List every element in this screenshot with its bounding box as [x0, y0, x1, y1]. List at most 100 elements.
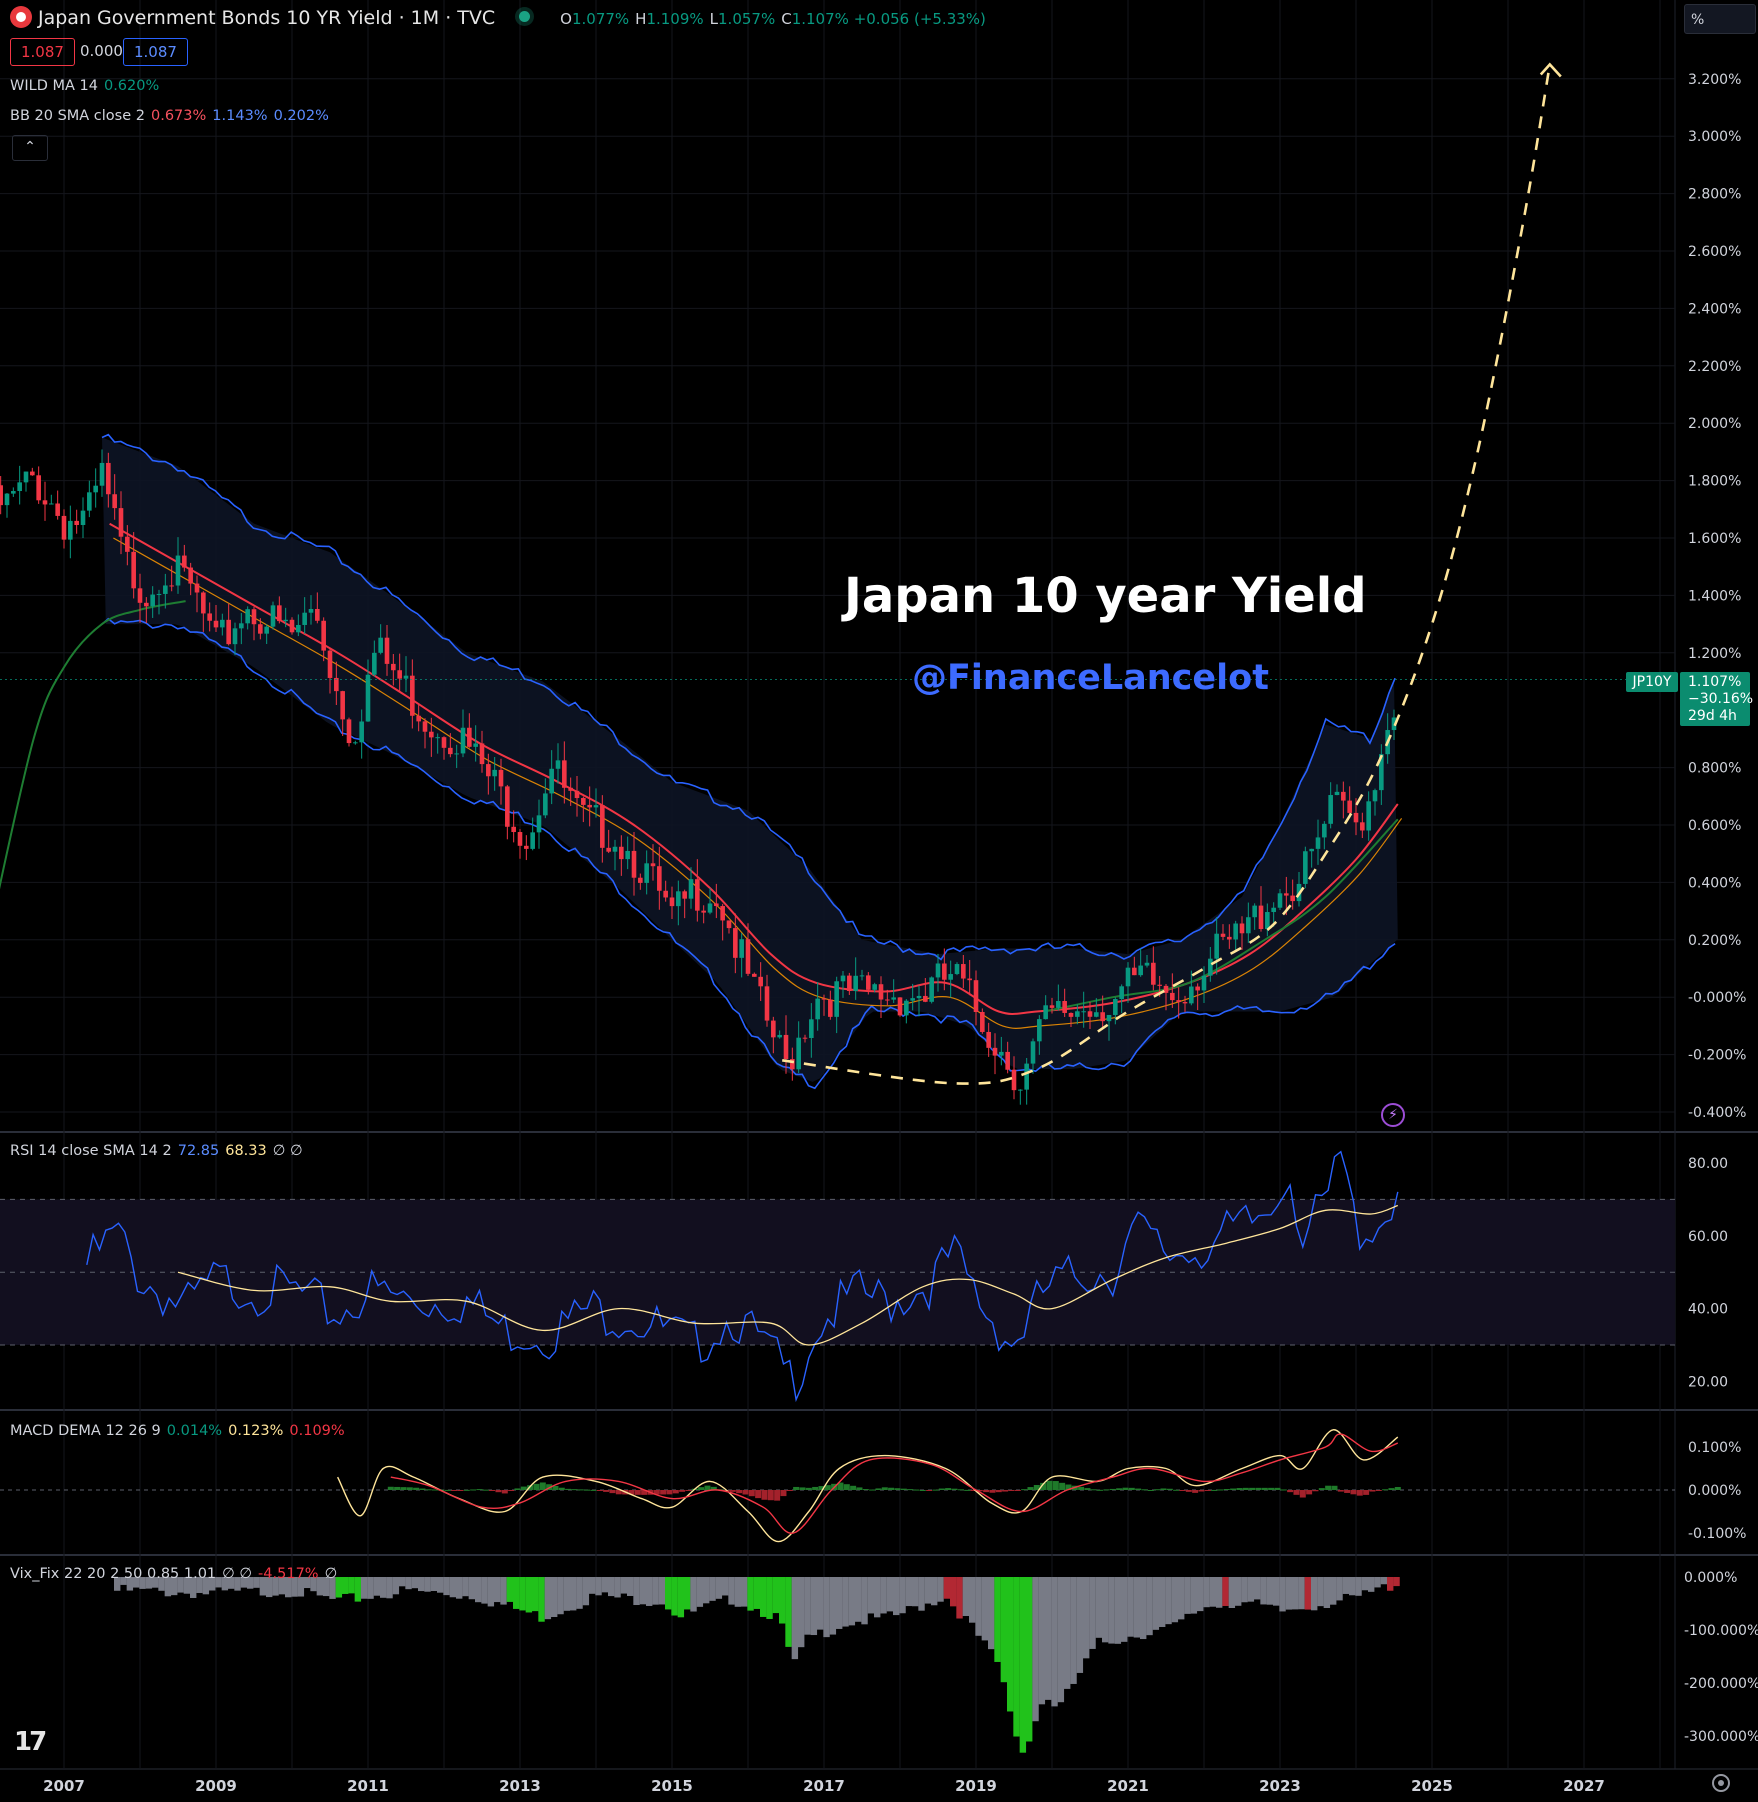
- sma-line: [113, 537, 1403, 1029]
- candle-body: [923, 995, 928, 1002]
- macd-histogram-bar: [672, 1490, 679, 1494]
- vix-fix-bar: [411, 1577, 419, 1589]
- macd-pane[interactable]: [0, 1429, 1675, 1543]
- macd-histogram-bar: [780, 1490, 787, 1497]
- legend-macd[interactable]: MACD DEMA 12 26 9 0.014% 0.123% 0.109%: [10, 1423, 345, 1439]
- macd-histogram-bar: [1002, 1490, 1009, 1492]
- macd-histogram-bar: [1287, 1490, 1294, 1493]
- candle-body: [460, 727, 466, 754]
- lightning-icon[interactable]: ⚡: [1381, 1103, 1405, 1127]
- candle-body: [1189, 986, 1194, 1004]
- macd-histogram-bar: [767, 1490, 774, 1501]
- price-axis-tick: 1.600%: [1688, 531, 1741, 547]
- macd-histogram-bar: [571, 1489, 578, 1491]
- candle-body: [517, 832, 523, 846]
- time-axis[interactable]: 2007 2009 2011 2013 2015 2017 2019 2021 2023 2025…: [43, 1777, 1605, 1795]
- candle-body: [359, 721, 364, 743]
- candle-body: [220, 619, 225, 628]
- vix-fix-bar: [551, 1577, 558, 1618]
- vix-fix-bar: [1064, 1577, 1071, 1689]
- annotation-title[interactable]: Japan 10 year Yield: [844, 568, 1367, 624]
- macd-histogram-bar: [1090, 1489, 1097, 1491]
- vix-axis-tick: -200.000%: [1684, 1676, 1758, 1692]
- candle-body: [188, 567, 193, 584]
- macd-histogram-bar: [1198, 1490, 1205, 1492]
- vix-fix-bar: [1254, 1577, 1261, 1600]
- chart-header: Japan Government Bonds 10 YR Yield · 1M …: [10, 6, 986, 29]
- macd-axis-tick: 0.100%: [1688, 1440, 1741, 1456]
- vix-fix-bar: [1247, 1577, 1255, 1602]
- candle-body: [948, 974, 953, 980]
- vix-fix-bar: [880, 1577, 887, 1614]
- legend-vix-fix[interactable]: Vix_Fix 22 20 2 50 0.85 1.01 ∅ ∅ -4.517% ∅: [10, 1566, 337, 1582]
- legend-bollinger[interactable]: BB 20 SMA close 2 0.673% 1.143% 0.202%: [10, 108, 329, 124]
- macd-histogram-bar: [932, 1489, 939, 1491]
- candle-body: [1341, 791, 1346, 801]
- rsi-sma-line: [177, 1204, 1399, 1346]
- candle-body: [669, 897, 675, 907]
- legend-rsi[interactable]: RSI 14 close SMA 14 2 72.85 68.33 ∅ ∅: [10, 1143, 303, 1159]
- vix-fix-bar: [1203, 1577, 1210, 1608]
- settings-gear-icon[interactable]: [1712, 1774, 1730, 1792]
- candle-body: [1005, 1051, 1010, 1070]
- macd-histogram-bar: [1255, 1487, 1262, 1490]
- vix-fix-bar: [975, 1577, 982, 1636]
- macd-histogram-bar: [508, 1490, 515, 1491]
- rsi-pane[interactable]: [0, 1150, 1675, 1403]
- candle-body: [1170, 992, 1175, 1001]
- vix-fix-bar: [696, 1577, 704, 1607]
- candle-body: [840, 975, 846, 982]
- vix-fix-bar: [1102, 1577, 1109, 1643]
- vix-fix-bar: [1235, 1577, 1242, 1606]
- macd-histogram-bar: [742, 1490, 749, 1495]
- legend-bb-name: BB 20 SMA close 2: [10, 108, 145, 124]
- macd-histogram-bar: [1350, 1490, 1357, 1495]
- candle-body: [1290, 895, 1295, 902]
- candle-body: [695, 879, 700, 911]
- candle-body: [764, 986, 770, 1021]
- collapse-legend-button[interactable]: ⌃: [12, 135, 48, 161]
- vix-fix-bar: [196, 1577, 203, 1593]
- vix-fix-bar: [443, 1577, 450, 1596]
- macd-histogram-bar: [1363, 1490, 1370, 1495]
- vix-fix-bar: [449, 1577, 457, 1598]
- candle-body: [99, 462, 105, 486]
- vix-fix-bar: [418, 1577, 425, 1592]
- vix-fix-bar: [1032, 1577, 1039, 1722]
- unit-selector[interactable]: %: [1684, 4, 1756, 34]
- candle-body: [384, 637, 390, 664]
- price-axis-tick: 0.400%: [1688, 875, 1741, 891]
- vix-fix-bar: [1140, 1577, 1147, 1640]
- tradingview-logo-icon[interactable]: 17: [14, 1727, 47, 1757]
- candle-body: [80, 510, 86, 526]
- legend-wild-ma[interactable]: WILD MA 14 0.620%: [10, 78, 159, 94]
- vix-fix-bar: [728, 1577, 735, 1605]
- candle-body: [758, 976, 763, 987]
- vix-fix-bar: [1285, 1577, 1293, 1610]
- candle-body: [771, 1020, 776, 1038]
- main-price-pane[interactable]: [0, 62, 1675, 1105]
- candle-body: [1144, 962, 1150, 966]
- candle-body: [1220, 933, 1226, 937]
- price-axis[interactable]: 3.200% 3.000% 2.800% 2.600% 2.400% 2.200% 2.00…: [1684, 72, 1758, 1745]
- candle-body: [334, 677, 339, 692]
- vix-fix-bar: [1165, 1577, 1172, 1625]
- bid-price-box[interactable]: 1.087: [10, 38, 75, 66]
- ask-price-box[interactable]: 1.087: [123, 38, 188, 66]
- macd-histogram-bar: [698, 1487, 705, 1490]
- macd-histogram-bar: [951, 1488, 958, 1490]
- symbol-title[interactable]: Japan Government Bonds 10 YR Yield · 1M …: [38, 7, 496, 29]
- candle-body: [980, 1012, 985, 1032]
- vix-fix-bar: [741, 1577, 748, 1607]
- vix-fix-bar: [1026, 1577, 1033, 1742]
- vix-fix-bar: [316, 1577, 324, 1596]
- candle-body: [42, 500, 48, 505]
- candle-body: [739, 939, 744, 958]
- macd-histogram-bar: [1299, 1490, 1306, 1498]
- legend-vix-extra2: ∅: [324, 1566, 338, 1582]
- annotation-handle[interactable]: @FinanceLancelot: [912, 658, 1269, 698]
- vix-fix-bar: [1387, 1577, 1394, 1591]
- vix-fix-bar: [658, 1577, 666, 1605]
- vix-fix-pane[interactable]: [114, 1577, 1400, 1753]
